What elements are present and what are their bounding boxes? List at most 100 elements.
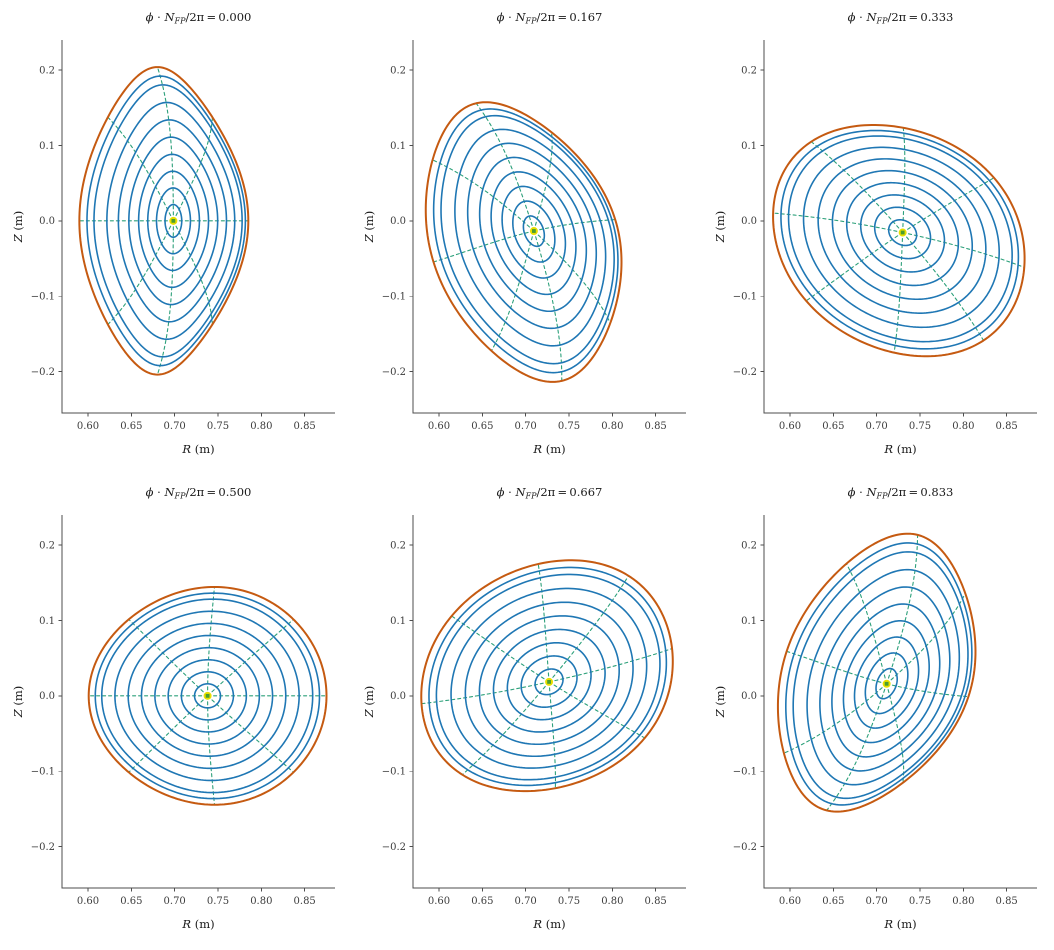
y-tick-label: 0.2 bbox=[741, 66, 757, 77]
y-axis-label: Z (m) bbox=[11, 211, 25, 244]
panel-title-text: ϕ · NFP/2π = 0.000 bbox=[146, 10, 252, 26]
panel-title: ϕ · NFP/2π = 0.500 bbox=[146, 485, 252, 501]
y-tick-label: −0.1 bbox=[382, 292, 406, 303]
flux-surface-group bbox=[420, 559, 674, 793]
axis-spines bbox=[763, 40, 1037, 414]
x-tick-label: 0.85 bbox=[645, 421, 667, 432]
data-layer bbox=[772, 123, 1026, 358]
y-axis-ticks: 0.2 0.1 0.0 −0.1 −0.2 bbox=[382, 66, 413, 378]
magnetic-axis-marker bbox=[545, 677, 554, 686]
x-axis-ticks: 0.60 0.65 0.70 0.75 0.80 0.85 bbox=[428, 888, 667, 907]
plot-area: 0.60 0.65 0.70 0.75 0.80 0.85 0.2 0.1 0.0 −0.1 −0.… bbox=[362, 515, 686, 931]
flux-surface-curve bbox=[831, 169, 974, 301]
theta-contour-line bbox=[420, 648, 673, 705]
y-tick-label: 0.1 bbox=[741, 141, 757, 152]
axis-marker-core bbox=[532, 229, 536, 233]
flux-surface-curve bbox=[435, 573, 661, 781]
title-subscript: FP bbox=[876, 17, 889, 26]
flux-surface-curve bbox=[506, 641, 592, 721]
flux-surface-curve bbox=[887, 219, 918, 247]
x-tick-label: 0.60 bbox=[428, 421, 450, 432]
flux-surface-curve bbox=[440, 114, 615, 365]
flux-surface-curve bbox=[466, 142, 598, 330]
flux-surface-curve bbox=[428, 566, 668, 787]
theta-contour-line bbox=[490, 131, 553, 352]
data-layer bbox=[424, 101, 623, 383]
theta-contour-line bbox=[128, 618, 294, 773]
subplot-panel-0[interactable]: ϕ · NFP/2π = 0.000 0.60 0.65 0.70 0.75 0.80 0.… bbox=[0, 0, 351, 475]
theta-contour-line bbox=[826, 534, 919, 811]
theta-contour-line bbox=[893, 127, 906, 354]
magnetic-axis-marker bbox=[882, 679, 891, 688]
theta-contour-line bbox=[432, 219, 616, 263]
data-layer bbox=[78, 66, 250, 376]
title-subscript: FP bbox=[525, 492, 538, 501]
x-axis-label: R (m) bbox=[532, 917, 565, 931]
x-tick-label: 0.65 bbox=[822, 896, 844, 907]
x-axis-label: R (m) bbox=[883, 917, 916, 931]
x-tick-label: 0.80 bbox=[250, 421, 272, 432]
plasma-boundary-curve bbox=[78, 66, 250, 376]
y-axis-label: Z (m) bbox=[713, 211, 727, 244]
y-axis-label: Z (m) bbox=[362, 211, 376, 244]
y-tick-label: −0.2 bbox=[733, 842, 757, 853]
theta-contour-group bbox=[783, 534, 969, 811]
flux-surface-curve bbox=[164, 203, 183, 239]
title-subscript: FP bbox=[876, 492, 889, 501]
flux-surface-curve bbox=[478, 615, 620, 746]
axis-marker-core bbox=[900, 230, 905, 235]
subplot-panel-4[interactable]: ϕ · NFP/2π = 0.667 0.60 0.65 0.70 0.75 0.80 0.… bbox=[351, 475, 702, 950]
panel-title-text: ϕ · NFP/2π = 0.167 bbox=[497, 10, 603, 26]
theta-contour-line bbox=[432, 159, 611, 324]
subplot-panel-1[interactable]: ϕ · NFP/2π = 0.167 0.60 0.65 0.70 0.75 0.80 0.… bbox=[351, 0, 702, 475]
y-tick-label: 0.0 bbox=[741, 216, 757, 227]
y-tick-label: −0.1 bbox=[733, 292, 757, 303]
x-tick-label: 0.85 bbox=[294, 421, 316, 432]
flux-surface-curve bbox=[154, 646, 261, 745]
y-tick-label: 0.0 bbox=[39, 691, 55, 702]
flux-surface-curve bbox=[167, 658, 248, 733]
y-tick-label: 0.2 bbox=[39, 541, 55, 552]
panel-title: ϕ · NFP/2π = 0.333 bbox=[848, 10, 954, 26]
plasma-boundary-curve bbox=[420, 559, 674, 793]
flux-surface-curve bbox=[478, 156, 588, 313]
flux-surface-curve bbox=[522, 215, 546, 248]
subplot-panel-3[interactable]: ϕ · NFP/2π = 0.500 0.60 0.65 0.70 0.75 0.80 0.… bbox=[0, 475, 351, 950]
subplot-panel-2[interactable]: ϕ · NFP/2π = 0.333 0.60 0.65 0.70 0.75 0.80 0.… bbox=[702, 0, 1053, 475]
x-tick-label: 0.75 bbox=[909, 421, 931, 432]
axis-spines bbox=[412, 515, 686, 889]
flux-surface-curve bbox=[787, 135, 1013, 343]
theta-contour-line bbox=[537, 563, 557, 789]
y-tick-label: −0.2 bbox=[31, 367, 55, 378]
theta-contour-group bbox=[78, 66, 249, 376]
y-tick-label: 0.0 bbox=[390, 691, 406, 702]
panel-title-text: ϕ · NFP/2π = 0.667 bbox=[497, 485, 603, 501]
data-layer bbox=[776, 532, 977, 813]
theta-contour-line bbox=[772, 212, 1025, 268]
x-tick-label: 0.80 bbox=[952, 896, 974, 907]
y-tick-label: 0.2 bbox=[390, 66, 406, 77]
x-tick-label: 0.70 bbox=[164, 896, 186, 907]
data-layer bbox=[420, 559, 674, 793]
theta-contour-group bbox=[88, 586, 328, 806]
x-tick-label: 0.80 bbox=[601, 421, 623, 432]
x-axis-ticks: 0.60 0.65 0.70 0.75 0.80 0.85 bbox=[428, 413, 667, 432]
flux-surface-curve bbox=[464, 601, 634, 758]
y-tick-label: −0.1 bbox=[31, 292, 55, 303]
x-tick-label: 0.75 bbox=[558, 421, 580, 432]
x-tick-label: 0.60 bbox=[77, 896, 99, 907]
y-tick-label: 0.1 bbox=[39, 141, 55, 152]
x-tick-label: 0.65 bbox=[822, 421, 844, 432]
flux-surface-group bbox=[772, 123, 1026, 358]
flux-surface-curve bbox=[819, 586, 951, 772]
y-axis-label: Z (m) bbox=[362, 686, 376, 719]
flux-surface-curve bbox=[454, 128, 607, 347]
theta-contour-line bbox=[107, 116, 213, 326]
x-tick-label: 0.65 bbox=[471, 421, 493, 432]
y-tick-label: −0.2 bbox=[382, 842, 406, 853]
x-tick-label: 0.80 bbox=[250, 896, 272, 907]
subplot-panel-5[interactable]: ϕ · NFP/2π = 0.833 0.60 0.65 0.70 0.75 0.80 0.… bbox=[702, 475, 1053, 950]
